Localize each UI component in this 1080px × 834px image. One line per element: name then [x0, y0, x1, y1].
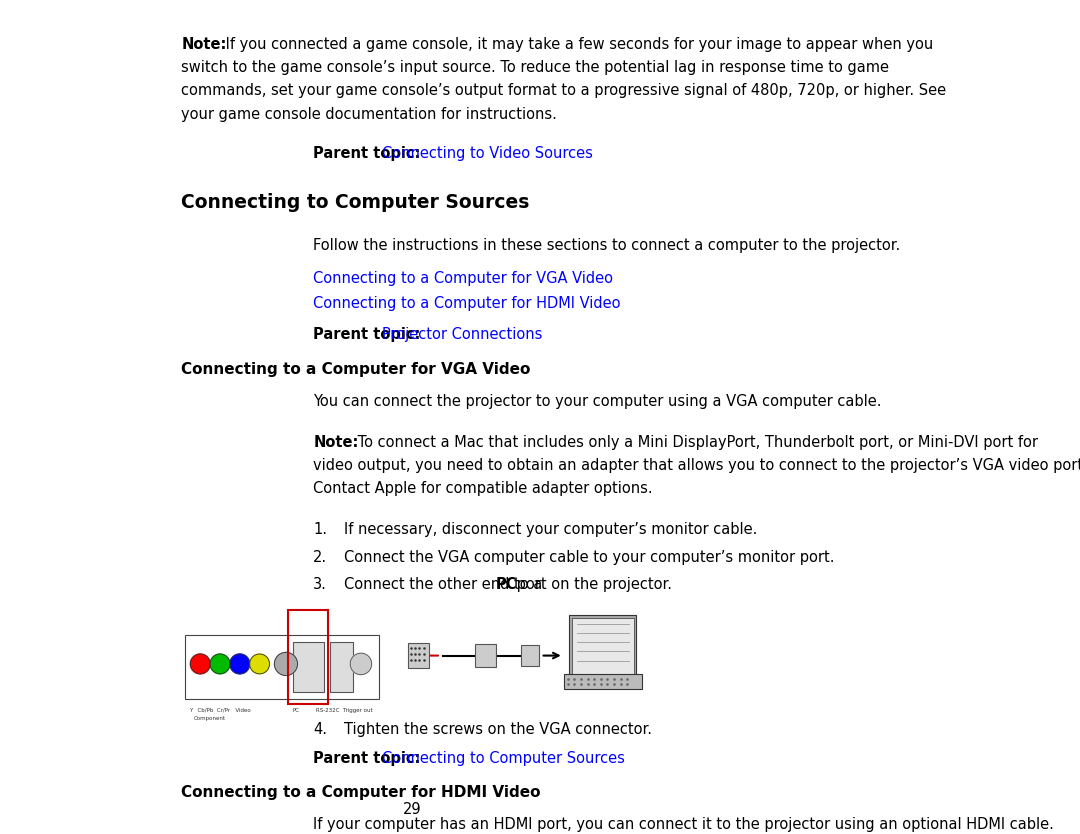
FancyBboxPatch shape: [521, 645, 539, 666]
Text: RS-232C  Trigger out: RS-232C Trigger out: [315, 708, 373, 713]
FancyBboxPatch shape: [329, 642, 353, 692]
Text: PC: PC: [496, 577, 516, 592]
Text: your game console documentation for instructions.: your game console documentation for inst…: [181, 107, 557, 122]
Circle shape: [230, 654, 249, 674]
Text: 2.: 2.: [313, 550, 327, 565]
Text: Connecting to Video Sources: Connecting to Video Sources: [381, 145, 593, 160]
FancyBboxPatch shape: [475, 644, 496, 667]
Text: If your computer has an HDMI port, you can connect it to the projector using an : If your computer has an HDMI port, you c…: [313, 816, 1054, 831]
Text: PC: PC: [293, 708, 299, 713]
Text: Projector Connections: Projector Connections: [381, 328, 542, 343]
FancyBboxPatch shape: [186, 635, 379, 700]
Text: Parent topic:: Parent topic:: [313, 145, 420, 160]
FancyBboxPatch shape: [564, 674, 642, 689]
Text: 1.: 1.: [313, 522, 327, 537]
Text: port on the projector.: port on the projector.: [512, 577, 672, 592]
Text: Tighten the screws on the VGA connector.: Tighten the screws on the VGA connector.: [345, 721, 652, 736]
FancyBboxPatch shape: [569, 615, 636, 676]
FancyBboxPatch shape: [293, 642, 324, 692]
Circle shape: [211, 654, 230, 674]
Text: Y   Cb/Pb  Cr/Pr   Video: Y Cb/Pb Cr/Pr Video: [189, 708, 252, 713]
Text: Contact Apple for compatible adapter options.: Contact Apple for compatible adapter opt…: [313, 481, 652, 496]
Text: 4.: 4.: [313, 721, 327, 736]
Text: Connecting to a Computer for VGA Video: Connecting to a Computer for VGA Video: [313, 271, 613, 286]
Text: commands, set your game console’s output format to a progressive signal of 480p,: commands, set your game console’s output…: [181, 83, 946, 98]
FancyBboxPatch shape: [408, 643, 429, 668]
Text: To connect a Mac that includes only a Mini DisplayPort, Thunderbolt port, or Min: To connect a Mac that includes only a Mi…: [353, 435, 1038, 450]
Circle shape: [249, 654, 270, 674]
Text: Note:: Note:: [181, 38, 227, 53]
Text: 29: 29: [403, 802, 421, 817]
Circle shape: [274, 652, 297, 676]
Text: Connecting to Computer Sources: Connecting to Computer Sources: [381, 751, 624, 766]
Text: Connecting to a Computer for HDMI Video: Connecting to a Computer for HDMI Video: [181, 786, 541, 801]
Text: If you connected a game console, it may take a few seconds for your image to app: If you connected a game console, it may …: [220, 38, 933, 53]
Text: Connecting to a Computer for VGA Video: Connecting to a Computer for VGA Video: [181, 362, 530, 377]
Circle shape: [190, 654, 211, 674]
Text: 3.: 3.: [313, 577, 327, 592]
Circle shape: [350, 653, 372, 675]
Text: video output, you need to obtain an adapter that allows you to connect to the pr: video output, you need to obtain an adap…: [313, 458, 1080, 473]
Text: switch to the game console’s input source. To reduce the potential lag in respon: switch to the game console’s input sourc…: [181, 60, 889, 75]
Text: Component: Component: [193, 716, 226, 721]
Text: Connect the other end to a: Connect the other end to a: [345, 577, 548, 592]
Text: Parent topic:: Parent topic:: [313, 328, 420, 343]
Text: If necessary, disconnect your computer’s monitor cable.: If necessary, disconnect your computer’s…: [345, 522, 758, 537]
Text: Connecting to a Computer for HDMI Video: Connecting to a Computer for HDMI Video: [313, 296, 621, 311]
Text: Follow the instructions in these sections to connect a computer to the projector: Follow the instructions in these section…: [313, 238, 901, 253]
Text: Note:: Note:: [313, 435, 359, 450]
Text: You can connect the projector to your computer using a VGA computer cable.: You can connect the projector to your co…: [313, 394, 881, 409]
Text: Connecting to Computer Sources: Connecting to Computer Sources: [181, 193, 529, 212]
FancyBboxPatch shape: [572, 617, 634, 674]
Text: Connect the VGA computer cable to your computer’s monitor port.: Connect the VGA computer cable to your c…: [345, 550, 835, 565]
Text: Parent topic:: Parent topic:: [313, 751, 420, 766]
